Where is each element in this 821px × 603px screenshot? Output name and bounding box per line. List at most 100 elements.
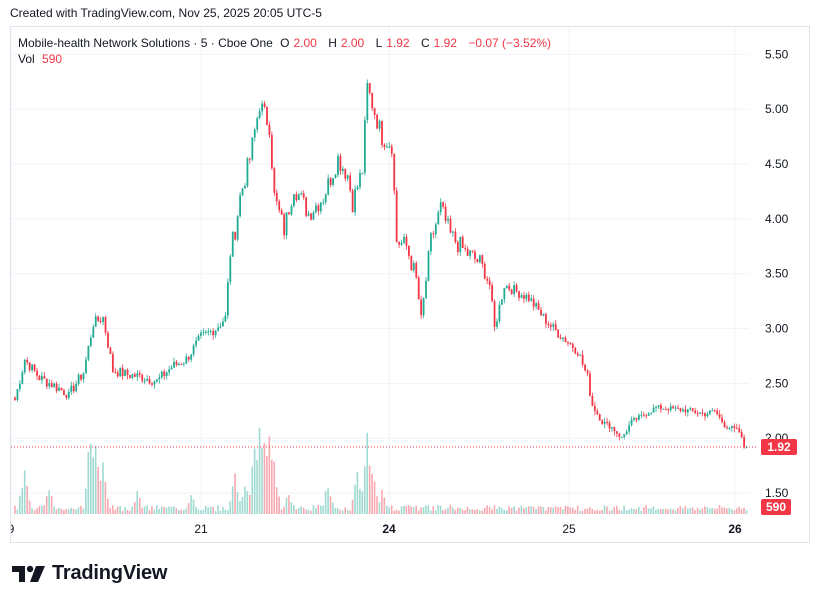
candle-body <box>540 309 542 316</box>
volume-bar <box>373 481 376 514</box>
candle-body <box>444 206 447 221</box>
volume-bar <box>187 503 190 514</box>
candle-body <box>728 427 731 429</box>
candle-body <box>581 354 584 365</box>
volume-bar <box>351 499 354 514</box>
volume-bar <box>628 509 630 514</box>
volume-bar <box>530 506 532 514</box>
candle-body <box>204 331 207 333</box>
candle-body <box>70 385 73 392</box>
candle-body <box>613 427 616 432</box>
volume-bar <box>420 507 422 514</box>
candle-body <box>23 359 26 373</box>
volume-bar <box>699 510 701 514</box>
candle-body <box>425 280 427 299</box>
volume-bar <box>354 484 356 514</box>
volume-bar <box>378 502 381 514</box>
volume-bar <box>87 452 90 514</box>
volume-bar <box>542 507 545 514</box>
candle-body <box>471 250 474 252</box>
volume-bar <box>652 506 655 514</box>
volume-bar <box>116 506 119 514</box>
x-tick-label: 25 <box>562 522 576 536</box>
volume-bar <box>537 506 540 514</box>
candle-body <box>146 378 149 381</box>
candle-body <box>133 374 136 377</box>
candle-body <box>630 419 633 426</box>
volume-bar <box>686 508 689 514</box>
volume-bar <box>295 509 298 514</box>
volume-bar <box>361 491 364 514</box>
volume-bar <box>559 506 562 514</box>
candle-body <box>390 146 393 154</box>
volume-bar <box>102 462 104 514</box>
volume-bar <box>591 508 594 514</box>
candle-body <box>381 120 383 145</box>
volume-bar <box>256 459 258 514</box>
volume-bar <box>684 506 687 514</box>
candle-body <box>293 194 295 207</box>
candle-body <box>200 332 202 336</box>
volume-bar <box>721 507 723 514</box>
volume-bar <box>175 508 178 514</box>
volume-bar <box>319 505 322 514</box>
volume-bar <box>153 509 156 514</box>
volume-bar <box>581 510 584 514</box>
volume-bar <box>180 509 183 514</box>
volume-bar <box>432 506 435 514</box>
candle-body <box>508 285 511 290</box>
candle-body <box>207 331 210 333</box>
volume-bars <box>14 427 748 514</box>
volume-bar <box>718 505 721 514</box>
volume-bar <box>491 509 493 514</box>
candle-body <box>26 359 29 363</box>
candle-body <box>337 156 339 175</box>
candle-body <box>684 409 687 413</box>
candle-body <box>449 218 452 233</box>
candle-body <box>726 427 728 429</box>
candle-body <box>190 354 193 360</box>
candle-body <box>500 299 503 305</box>
candle-body <box>58 387 60 391</box>
volume-bar <box>202 509 205 514</box>
volume-bar <box>43 505 46 514</box>
candle-body <box>547 323 550 325</box>
volume-bar <box>72 508 75 514</box>
volume-bar <box>532 506 535 514</box>
volume-bar <box>31 508 33 514</box>
candle-body <box>351 190 354 213</box>
volume-bar <box>647 508 650 514</box>
candle-body <box>283 214 286 236</box>
volume-bar <box>266 455 268 514</box>
tradingview-brand[interactable]: TradingView <box>12 562 167 585</box>
candle-body <box>652 407 655 413</box>
last-price-badge <box>761 439 797 456</box>
volume-bar <box>170 506 173 514</box>
volume-bar <box>728 507 731 514</box>
candle-body <box>491 285 493 302</box>
volume-bar <box>209 506 212 514</box>
candle-body <box>452 231 454 233</box>
candlesticks <box>14 79 748 449</box>
candle-body <box>36 370 38 376</box>
volume-bar <box>133 501 136 514</box>
symbol-name[interactable]: Mobile-health Network Solutions · 5 · Cb… <box>18 36 273 50</box>
price-chart[interactable]: 5.50 5.00 4.50 4.00 3.50 3.00 2.50 2.00 1.50 9 21 2… <box>11 27 809 542</box>
volume-bar <box>94 445 97 514</box>
volume-bar <box>107 498 109 514</box>
candle-body <box>319 202 322 212</box>
candle-body <box>554 324 557 331</box>
volume-bar <box>650 508 652 514</box>
volume-bar <box>696 507 699 514</box>
high-value: 2.00 <box>340 36 365 50</box>
volume-bar <box>224 509 227 514</box>
volume-bar <box>481 510 484 514</box>
volume-bar <box>346 510 349 514</box>
candle-body <box>615 431 618 434</box>
volume-bar <box>178 510 180 514</box>
candle-body <box>430 233 432 252</box>
volume-bar <box>598 510 601 514</box>
volume-bar <box>488 506 491 514</box>
volume-bar <box>322 505 324 514</box>
close-value: 1.92 <box>433 36 457 50</box>
